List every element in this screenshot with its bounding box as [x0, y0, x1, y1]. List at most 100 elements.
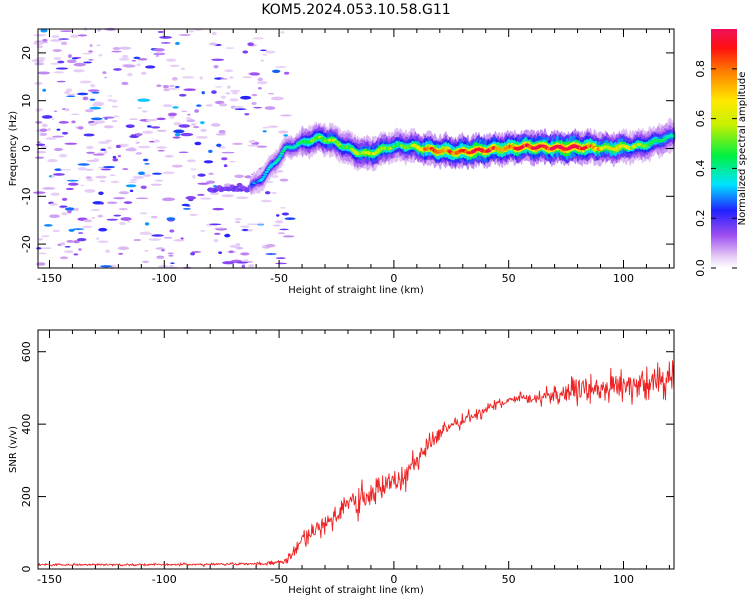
noise-blob [50, 39, 62, 42]
noise-blob [49, 214, 60, 218]
noise-blob [61, 197, 68, 201]
noise-blob [249, 72, 261, 76]
noise-blob [66, 240, 74, 243]
noise-blob [265, 244, 276, 248]
noise-blob [240, 95, 252, 100]
noise-blob [36, 143, 46, 147]
noise-blob [118, 222, 126, 226]
noise-blob [121, 54, 129, 59]
noise-blob [142, 110, 148, 113]
noise-blob [257, 86, 262, 90]
ridge-cell [263, 173, 268, 176]
noise-blob [51, 118, 55, 120]
spectrogram-ridge-layer [207, 117, 676, 196]
noise-blob [166, 58, 177, 62]
noise-blob [112, 155, 117, 159]
noise-blob [139, 212, 148, 215]
noise-blob [118, 252, 124, 255]
noise-blob [208, 172, 214, 175]
noise-blob [64, 108, 70, 112]
noise-blob [145, 118, 158, 122]
noise-blob [93, 120, 106, 124]
noise-blob [210, 123, 221, 127]
noise-blob [275, 257, 286, 260]
noise-blob [220, 78, 228, 80]
noise-blob [155, 256, 165, 259]
noise-blob [153, 139, 160, 143]
noise-blob [77, 167, 87, 171]
noise-blob [77, 92, 89, 96]
noise-blob [265, 253, 277, 255]
noise-blob [168, 255, 174, 257]
noise-blob [93, 158, 99, 161]
noise-blob [235, 196, 249, 199]
ridge-cell [261, 175, 267, 178]
x-tick-label: 50 [502, 573, 516, 586]
noise-blob [194, 109, 199, 113]
noise-blob [88, 58, 94, 61]
noise-blob [186, 119, 196, 123]
noise-blob [142, 158, 149, 162]
noise-blob [214, 227, 226, 230]
noise-blob [242, 259, 249, 262]
noise-blob [58, 120, 69, 124]
x-tick-label: -50 [270, 272, 288, 285]
noise-blob [211, 31, 217, 36]
noise-blob [161, 249, 165, 252]
noise-blob [64, 207, 75, 211]
noise-blob [36, 262, 46, 266]
noise-blob [201, 91, 205, 95]
noise-blob [105, 249, 111, 254]
noise-blob [137, 145, 151, 149]
noise-blob [35, 57, 46, 60]
ridge-streak-cell [236, 182, 243, 188]
noise-blob [248, 264, 255, 268]
y-tick-label: 400 [20, 414, 33, 435]
noise-blob [284, 217, 296, 221]
noise-blob [180, 67, 185, 70]
noise-blob [92, 153, 105, 156]
noise-blob [174, 41, 180, 46]
noise-blob [139, 232, 153, 236]
noise-blob [146, 125, 152, 128]
noise-blob [166, 217, 176, 221]
noise-blob [281, 212, 290, 216]
noise-blob [234, 108, 247, 110]
noise-blob [144, 222, 150, 226]
noise-blob [171, 77, 178, 81]
noise-blob [279, 178, 289, 182]
noise-blob [49, 203, 58, 206]
noise-blob [70, 34, 79, 39]
noise-blob [274, 66, 287, 69]
noise-blob [41, 247, 52, 249]
noise-blob [211, 58, 224, 61]
colorbar-ticks: 0.0 0.2 0.4 0.6 0.8 [694, 60, 737, 277]
noise-blob [87, 89, 100, 92]
noise-blob [233, 106, 244, 110]
noise-blob [120, 217, 132, 221]
noise-blob [42, 88, 47, 92]
noise-blob [162, 171, 176, 175]
noise-blob [84, 168, 94, 171]
noise-blob [53, 110, 58, 113]
noise-blob [173, 239, 185, 242]
noise-blob [280, 31, 285, 34]
noise-blob [118, 191, 130, 195]
noise-blob [113, 197, 126, 200]
noise-blob [52, 173, 65, 176]
colorbar-tick-label: 0.0 [694, 259, 707, 277]
noise-blob [200, 197, 212, 200]
noise-blob [262, 130, 267, 133]
noise-blob [47, 159, 58, 163]
noise-blob [180, 132, 194, 137]
noise-blob [132, 175, 145, 180]
noise-blob [65, 187, 74, 191]
colorbar: 0.0 0.2 0.4 0.6 0.8 Normalized spectral ampl… [694, 29, 748, 277]
snr-y-axis-label: SNR (v/v) [8, 426, 19, 473]
noise-blob [185, 117, 192, 120]
noise-blob [112, 99, 118, 103]
noise-blob [151, 234, 164, 237]
noise-blob [214, 232, 221, 236]
noise-blob [59, 256, 69, 260]
